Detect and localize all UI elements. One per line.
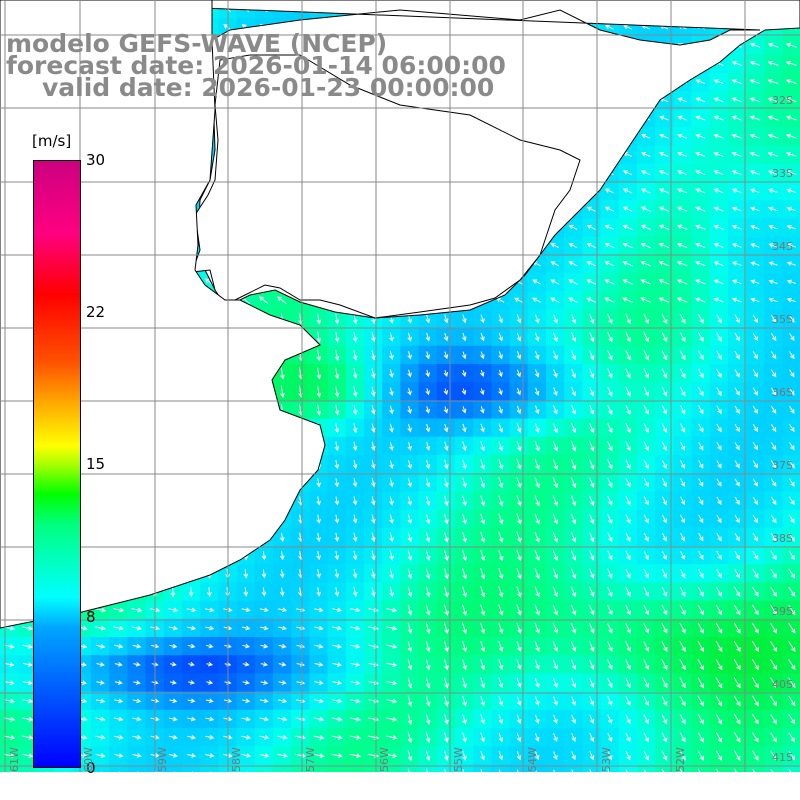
lon-label: 52W bbox=[674, 747, 687, 772]
colorbar-gradient bbox=[33, 160, 81, 768]
uruguay-outline bbox=[191, 54, 581, 319]
colorbar-tick-30: 30 bbox=[86, 151, 106, 169]
title-model: modelo GEFS-WAVE (NCEP) bbox=[6, 29, 388, 58]
map-frame bbox=[0, 0, 800, 772]
lon-label: 59W bbox=[156, 747, 169, 772]
colorbar-tick-8: 8 bbox=[86, 608, 96, 626]
lat-label: 33S bbox=[772, 167, 793, 180]
lat-label: 37S bbox=[772, 459, 793, 472]
lat-label: 41S bbox=[772, 751, 793, 764]
colorbar: [m/s] 30 22 15 8 0 bbox=[0, 0, 120, 800]
lon-label: 55W bbox=[452, 747, 465, 772]
lon-label: 57W bbox=[304, 747, 317, 772]
lat-label: 36S bbox=[772, 386, 793, 399]
lat-label: 39S bbox=[772, 605, 793, 618]
lat-label: 40S bbox=[772, 678, 793, 691]
colorbar-unit: [m/s] bbox=[32, 132, 72, 150]
lat-label: 35S bbox=[772, 313, 793, 326]
colorbar-tick-22: 22 bbox=[86, 303, 106, 321]
lon-label: 53W bbox=[600, 747, 613, 772]
lat-label: 38S bbox=[772, 532, 793, 545]
lon-label: 61W bbox=[8, 747, 21, 772]
lon-label: 58W bbox=[230, 747, 243, 772]
title-valid-date: valid date: 2026-01-23 00:00:00 bbox=[42, 73, 495, 102]
colorbar-tick-0: 0 bbox=[86, 759, 96, 777]
lon-label: 54W bbox=[526, 747, 539, 772]
lon-label: 56W bbox=[378, 747, 391, 772]
colorbar-tick-15: 15 bbox=[86, 455, 106, 473]
wind-map bbox=[0, 0, 800, 772]
lat-label: 32S bbox=[772, 94, 793, 107]
lon-label: 60W bbox=[82, 747, 95, 772]
lat-label: 34S bbox=[772, 240, 793, 253]
title-forecast-date: forecast date: 2026-01-14 06:00:00 bbox=[6, 51, 506, 80]
